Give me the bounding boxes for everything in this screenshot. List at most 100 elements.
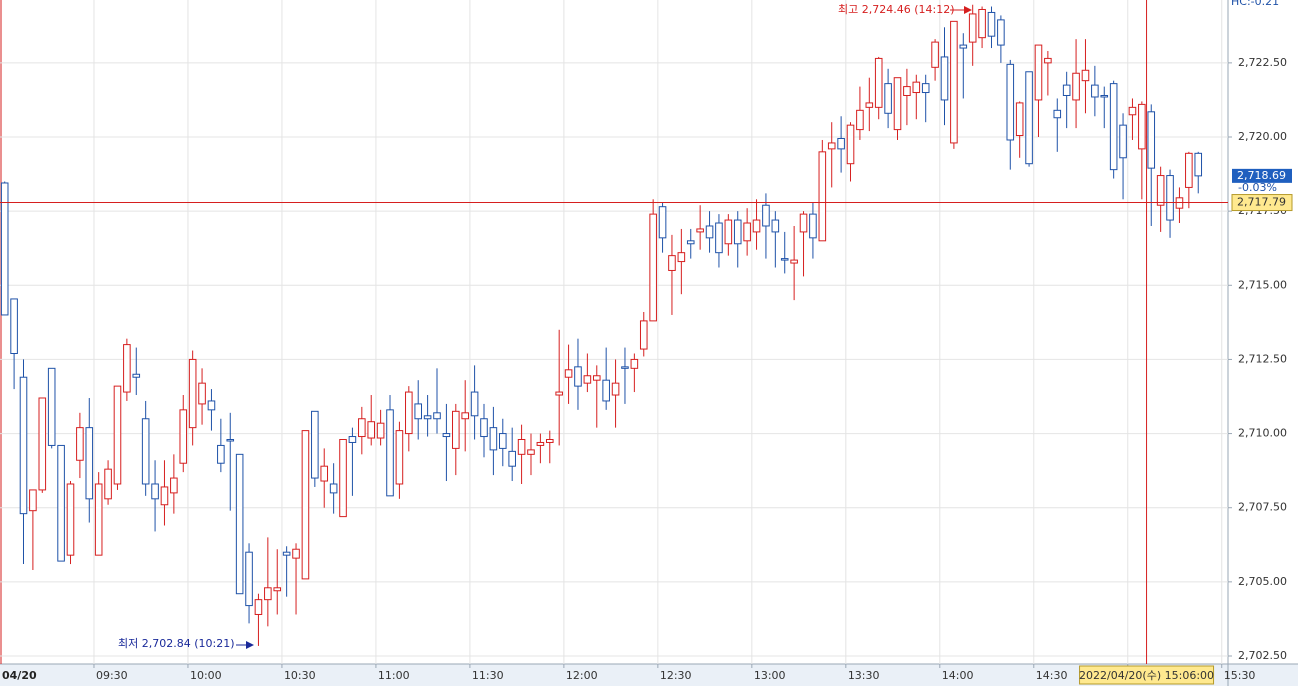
candle-body [160,486,169,506]
candle-body [724,219,733,245]
candle-body [499,433,507,449]
candle-body [931,41,939,68]
high-annotation: 최고 2,724.46 (14:12) [838,3,955,16]
candle-body [1185,152,1193,188]
candle-body [545,439,554,443]
candle-body [903,86,911,96]
candle-body [113,385,122,485]
y-tick-label: 2,710.00 [1238,427,1287,440]
candle-body [245,551,253,607]
candle-body [339,439,347,518]
candle-body [874,57,883,108]
candle-body [508,450,516,467]
low-arrow-head [246,641,254,649]
candle-body [696,228,704,233]
candle-body [29,489,37,512]
high-arrow-head [964,6,972,14]
candle-body [188,358,197,429]
candle-body [968,13,977,43]
candle-body [978,8,986,39]
candle-body [893,77,902,131]
x-tick-label: 10:00 [190,669,222,682]
candle-body [611,382,620,396]
candle-body [367,421,376,439]
candle-body [884,83,892,114]
x-tick-label: 14:30 [1036,669,1068,682]
candle-body [1100,94,1109,98]
candle-body [771,219,780,233]
candle-body [414,403,422,420]
candle-body [1053,109,1062,119]
candle-body [123,344,131,393]
candle-body [94,483,103,556]
candle-body [1138,103,1146,150]
x-tick-label: 10:30 [284,669,316,682]
candle-body [592,375,601,381]
candle-body [715,222,723,254]
y-tick-label: 2,722.50 [1238,56,1287,69]
candle-body [452,410,460,449]
candle-body [358,418,366,438]
candle-body [386,409,394,497]
candle-body [668,255,676,271]
x-tick-label: 15:30 [1224,669,1256,682]
candle-body [1006,63,1015,141]
candle-body [19,376,28,515]
x-tick-label: 12:00 [566,669,598,682]
x-tick-label: 11:00 [378,669,410,682]
candle-body [564,369,573,378]
candle-body [1025,71,1033,165]
candle-body [621,366,629,369]
candle-body [1119,124,1127,159]
y-tick-label: 2,720.00 [1238,130,1287,143]
candle-body [47,367,56,446]
crosshair-x-box [1079,665,1215,685]
candle-body [38,397,47,491]
y-tick-label: 2,705.00 [1238,575,1287,588]
candle-body [0,182,9,316]
x-axis-band [0,664,1298,686]
candle-body [104,468,112,500]
candle-body [170,477,178,494]
candle-body [254,599,263,615]
x-tick-label: 12:30 [660,669,692,682]
candle-body [85,427,94,500]
x-tick-label: 09:30 [96,669,128,682]
candle-body [780,258,789,261]
candle-body [827,142,836,150]
candle-body [433,412,441,420]
candle-body [865,102,874,108]
candle-body [292,548,300,559]
candle-body [442,433,451,438]
candle-body [583,375,592,384]
candle-body [912,81,921,94]
candle-body [461,412,469,420]
candle-body [311,410,319,479]
last-price-change: -0.03% [1238,181,1277,194]
candle-body [517,439,526,455]
candle-body [1109,83,1118,171]
candle-body [76,427,84,461]
crosshair-x-label: 2022/04/20(수) 15:06:00 [1079,669,1214,682]
candle-body [235,453,244,595]
candle-body [207,400,216,411]
candle-body [921,83,930,94]
candle-body [10,298,18,355]
candle-body [677,252,686,263]
low-annotation: 최저 2,702.84 (10:21) [118,637,235,650]
candle-body [658,206,667,239]
candle-body [752,219,761,233]
candle-body [141,418,150,485]
candle-body [226,439,235,442]
candle-body [837,137,845,150]
last-price-box [1232,168,1292,183]
candle-body [555,391,563,396]
candle-body [639,320,648,350]
candle-body [940,56,949,101]
candle-body [151,483,159,500]
candle-body [743,222,751,242]
candle-body [790,259,798,264]
